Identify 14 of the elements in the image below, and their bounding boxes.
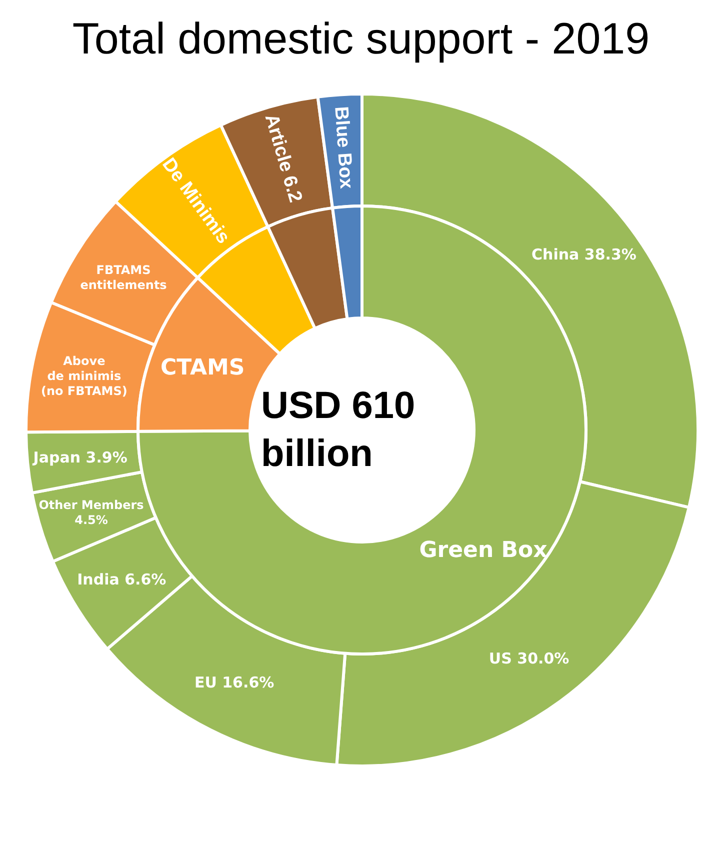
slice-label: China 38.3% xyxy=(532,245,636,264)
slice-label: Blue Box xyxy=(330,106,357,190)
slice-label: Other Members 4.5% xyxy=(38,498,144,527)
slice-label: Above de minimis (no FBTAMS) xyxy=(40,354,128,398)
slice-label: CTAMS xyxy=(160,356,245,381)
slice-label: Japan 3.9% xyxy=(32,448,128,467)
slice-label: US 30.0% xyxy=(488,649,570,668)
slice-label: Green Box xyxy=(419,538,548,564)
slice-label: FBTAMS entitlements xyxy=(80,263,167,292)
slice-label: India 6.6% xyxy=(77,570,166,588)
chart-title: Total domestic support - 2019 xyxy=(72,14,650,64)
slice-label: Article 6.2 xyxy=(260,112,306,205)
slice-label: EU 16.6% xyxy=(194,674,274,692)
text: USD 610 billion xyxy=(261,385,416,475)
